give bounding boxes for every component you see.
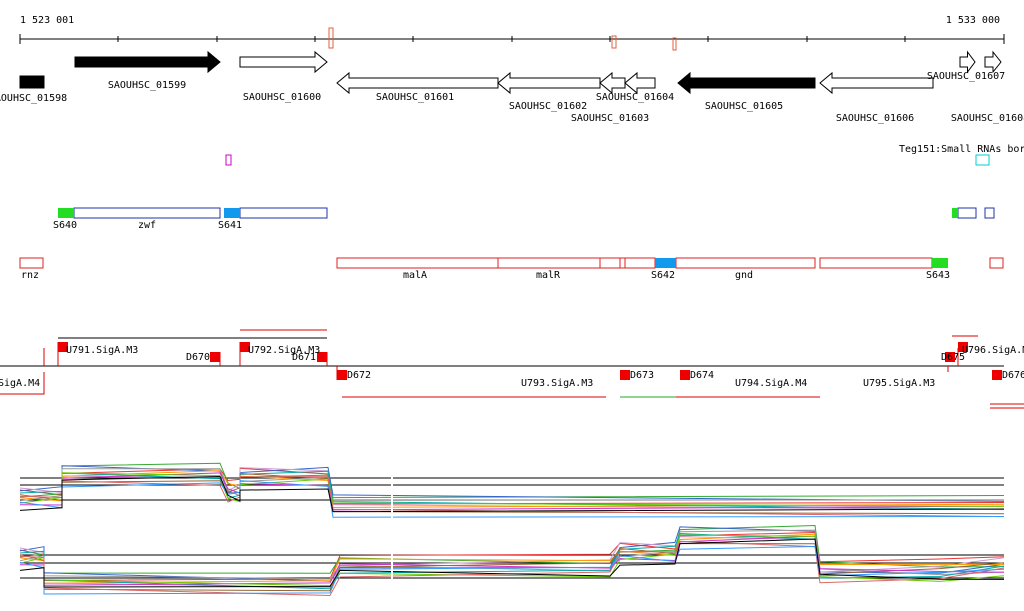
segment-label: U793.SigA.M3 — [521, 378, 593, 389]
srna-mark — [975, 154, 990, 166]
srna-label: Teg151:Small RNAs bor — [899, 144, 1024, 155]
segment-flag — [680, 370, 690, 380]
transcript-box — [619, 257, 626, 269]
segment-label: D672 — [347, 370, 371, 381]
transcript-box — [624, 257, 656, 269]
transcript-track: rnz malA malR S642 gnd S643 — [19, 257, 1004, 281]
expression-line — [19, 524, 1005, 574]
ruler-end: 1 533 000 — [946, 15, 1000, 26]
gene-arrow — [74, 50, 221, 74]
segment-flag — [240, 342, 250, 352]
gene-label: SAOUHSC_01608 — [951, 113, 1024, 124]
segment-label: U795.SigA.M3 — [863, 378, 935, 389]
segment-label: U796.SigA.M — [962, 345, 1024, 356]
gene-label: SAOUHSC_01598 — [0, 93, 67, 104]
gene-label: SAOUHSC_01602 — [509, 101, 587, 112]
operon-marker — [952, 208, 958, 218]
transcript-box — [819, 257, 933, 269]
gene-label: SAOUHSC_01604 — [596, 92, 674, 103]
segment-label: U791.SigA.M3 — [66, 345, 138, 356]
segment-flag — [620, 370, 630, 380]
ruler-start: 1 523 001 — [20, 15, 74, 26]
gene-arrow — [959, 50, 976, 74]
segment-flag — [317, 352, 327, 362]
segment-flag — [958, 342, 968, 352]
gene-arrow — [19, 75, 45, 89]
transcript-label: S643 — [926, 270, 950, 281]
transcript-label: malA — [403, 270, 427, 281]
gene-arrow — [677, 71, 816, 95]
segment-line — [990, 403, 1024, 409]
gene-label: SAOUHSC_01600 — [243, 92, 321, 103]
segment-flag — [210, 352, 220, 362]
operon-box — [239, 207, 328, 219]
gene-label: SAOUHSC_01599 — [108, 80, 186, 91]
transcript-box — [599, 257, 621, 269]
segment-flag — [337, 370, 347, 380]
operon-label: S641 — [218, 220, 242, 231]
segment-flag — [945, 352, 955, 362]
gene-track: SAOUHSC_01598 SAOUHSC_01599 SAOUHSC_01600 S… — [0, 50, 1024, 124]
operon-track: S640 zwf S641 — [53, 207, 995, 231]
srna-mark — [225, 154, 232, 166]
expression-line — [19, 545, 1005, 595]
segment-label: U794.SigA.M4 — [735, 378, 807, 389]
transcript-box — [19, 257, 44, 269]
transcript-label: malR — [536, 270, 561, 281]
gene-label: SAOUHSC_01603 — [571, 113, 649, 124]
expression-line — [19, 538, 1005, 588]
segment-flag — [58, 342, 68, 352]
expression-line — [19, 475, 1005, 513]
operon-box — [984, 207, 995, 219]
transcript-box — [675, 257, 816, 269]
transcript-label: S642 — [651, 270, 675, 281]
transcript-box — [336, 257, 499, 269]
gene-label: SAOUHSC_01606 — [836, 113, 914, 124]
operon-box — [73, 207, 221, 219]
gene-arrow — [239, 50, 328, 74]
expression-track — [19, 460, 1005, 600]
gene-arrow — [819, 71, 934, 95]
segment-label: D671 — [292, 352, 316, 363]
gene-label: SAOUHSC_01601 — [376, 92, 454, 103]
gene-label: SAOUHSC_01607 — [927, 71, 1005, 82]
gene-arrow — [336, 71, 499, 95]
segment-flag — [992, 370, 1002, 380]
segment-label: D675 — [941, 352, 965, 363]
segment-label: D673 — [630, 370, 654, 381]
operon-label: zwf — [138, 220, 156, 231]
segment-label: D674 — [690, 370, 714, 381]
gene-arrow — [624, 71, 656, 95]
operon-label: S640 — [53, 220, 77, 231]
transcript-marker — [655, 258, 676, 268]
gene-arrow — [497, 71, 601, 95]
gene-label: SAOUHSC_01605 — [705, 101, 783, 112]
ruler-marks — [328, 27, 677, 51]
operon-marker — [224, 208, 240, 218]
operon-marker — [58, 208, 74, 218]
transcript-marker — [932, 258, 948, 268]
expression-line — [19, 467, 1005, 505]
transcript-box — [497, 257, 601, 269]
segment-line — [0, 372, 45, 395]
segment-label: D670 — [186, 352, 210, 363]
ruler — [19, 34, 1005, 44]
gene-arrow — [599, 71, 626, 95]
segment-label: D676 — [1002, 370, 1024, 381]
expression-line — [19, 470, 1005, 509]
transcript-box — [989, 257, 1004, 269]
segment-label: SigA.M4 — [0, 378, 40, 389]
operon-box — [957, 207, 977, 219]
segment-label: U792.SigA.M3 — [248, 345, 320, 356]
gene-arrow — [984, 50, 1002, 74]
transcript-label: rnz — [21, 270, 39, 281]
transcript-label: gnd — [735, 270, 753, 281]
